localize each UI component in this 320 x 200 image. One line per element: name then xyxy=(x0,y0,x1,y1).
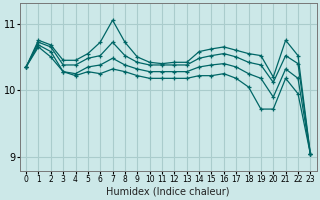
X-axis label: Humidex (Indice chaleur): Humidex (Indice chaleur) xyxy=(107,187,230,197)
